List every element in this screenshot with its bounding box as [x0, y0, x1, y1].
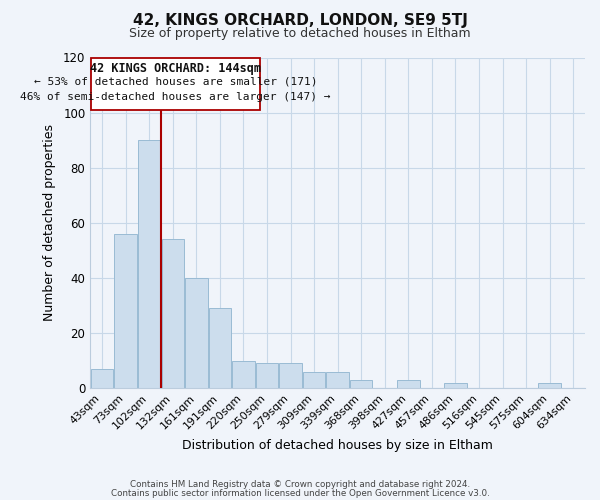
- Text: Contains public sector information licensed under the Open Government Licence v3: Contains public sector information licen…: [110, 488, 490, 498]
- Bar: [280, 364, 302, 388]
- FancyBboxPatch shape: [91, 58, 260, 110]
- Bar: [444, 382, 467, 388]
- Bar: [185, 278, 208, 388]
- Text: 42 KINGS ORCHARD: 144sqm: 42 KINGS ORCHARD: 144sqm: [90, 62, 261, 74]
- X-axis label: Distribution of detached houses by size in Eltham: Distribution of detached houses by size …: [182, 440, 493, 452]
- Text: Size of property relative to detached houses in Eltham: Size of property relative to detached ho…: [129, 28, 471, 40]
- Y-axis label: Number of detached properties: Number of detached properties: [43, 124, 56, 322]
- Bar: [303, 372, 325, 388]
- Text: ← 53% of detached houses are smaller (171): ← 53% of detached houses are smaller (17…: [34, 76, 317, 86]
- Bar: [538, 382, 561, 388]
- Bar: [209, 308, 231, 388]
- Bar: [397, 380, 419, 388]
- Bar: [256, 364, 278, 388]
- Bar: [161, 240, 184, 388]
- Bar: [138, 140, 160, 388]
- Text: Contains HM Land Registry data © Crown copyright and database right 2024.: Contains HM Land Registry data © Crown c…: [130, 480, 470, 489]
- Bar: [232, 360, 254, 388]
- Text: 46% of semi-detached houses are larger (147) →: 46% of semi-detached houses are larger (…: [20, 92, 331, 102]
- Bar: [115, 234, 137, 388]
- Bar: [91, 369, 113, 388]
- Text: 42, KINGS ORCHARD, LONDON, SE9 5TJ: 42, KINGS ORCHARD, LONDON, SE9 5TJ: [133, 12, 467, 28]
- Bar: [326, 372, 349, 388]
- Bar: [350, 380, 373, 388]
